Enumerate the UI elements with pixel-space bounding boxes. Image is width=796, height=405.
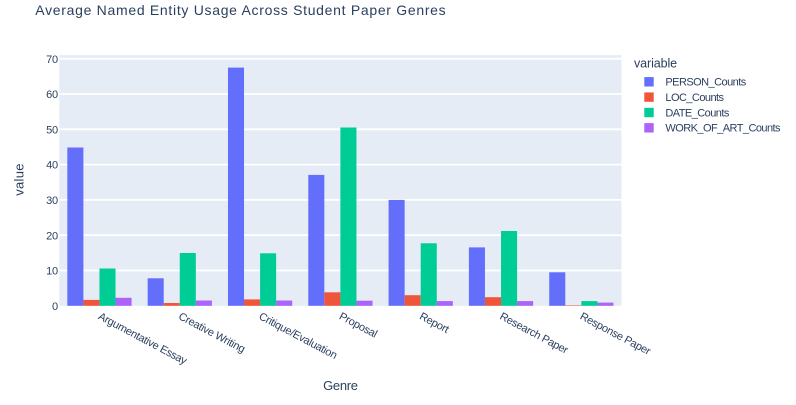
svg-text:40: 40 xyxy=(46,160,58,172)
svg-text:PERSON_Counts: PERSON_Counts xyxy=(665,77,746,89)
svg-text:DATE_Counts: DATE_Counts xyxy=(665,107,729,119)
svg-text:Critique/Evaluation: Critique/Evaluation xyxy=(257,311,339,362)
svg-text:70: 70 xyxy=(46,54,58,66)
svg-text:Research Paper: Research Paper xyxy=(498,311,571,357)
svg-text:value: value xyxy=(12,163,27,196)
svg-text:10: 10 xyxy=(46,266,58,278)
svg-text:Response Paper: Response Paper xyxy=(578,311,653,358)
svg-text:50: 50 xyxy=(46,124,58,136)
svg-text:Report: Report xyxy=(417,311,450,336)
svg-text:Genre: Genre xyxy=(323,378,358,393)
svg-text:WORK_OF_ART_Counts: WORK_OF_ART_Counts xyxy=(665,123,781,135)
svg-text:Argumentative Essay: Argumentative Essay xyxy=(96,311,189,368)
svg-text:60: 60 xyxy=(46,89,58,101)
svg-text:20: 20 xyxy=(46,230,58,242)
svg-text:Creative Writing: Creative Writing xyxy=(176,311,246,356)
svg-text:Proposal: Proposal xyxy=(337,311,379,341)
svg-text:LOC_Counts: LOC_Counts xyxy=(665,92,724,104)
svg-text:variable: variable xyxy=(634,57,677,71)
svg-text:30: 30 xyxy=(46,195,58,207)
svg-text:0: 0 xyxy=(52,301,58,313)
svg-text:Average Named Entity Usage Acr: Average Named Entity Usage Across Studen… xyxy=(35,2,446,18)
